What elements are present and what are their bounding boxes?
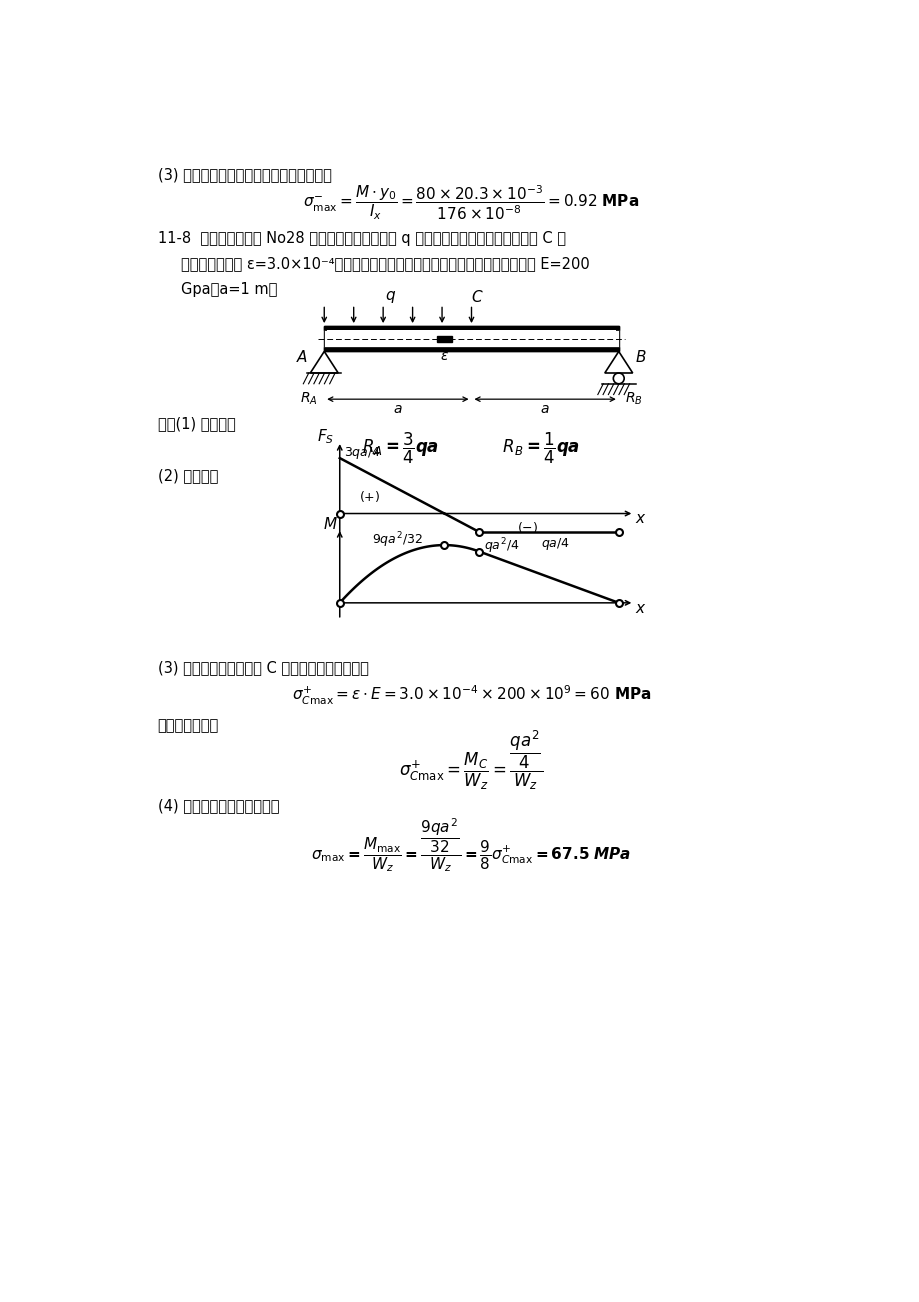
Text: $a$: $a$ — [392, 402, 403, 417]
Text: $(-)$: $(-)$ — [516, 519, 538, 535]
Text: $\sigma^{-}_{\mathrm{max}} = \dfrac{M \cdot y_0}{I_x} = \dfrac{80\times20.3\time: $\sigma^{-}_{\mathrm{max}} = \dfrac{M \c… — [303, 184, 639, 221]
Text: $M$: $M$ — [323, 516, 337, 531]
Bar — [323, 348, 618, 352]
Text: $3qa/4$: $3qa/4$ — [344, 445, 381, 461]
Text: $x$: $x$ — [634, 600, 645, 616]
Text: $\sigma^{+}_{C\mathrm{max}} = \dfrac{M_C}{W_z} = \dfrac{\dfrac{qa^2}{4}}{W_z}$: $\sigma^{+}_{C\mathrm{max}} = \dfrac{M_C… — [399, 728, 543, 792]
Text: (2) 画内力图: (2) 画内力图 — [157, 469, 218, 483]
Text: (3) 由胡克定律求得截面 C 下边缘点的拉应力为：: (3) 由胡克定律求得截面 C 下边缘点的拉应力为： — [157, 660, 369, 674]
Text: $qa/4$: $qa/4$ — [541, 536, 570, 552]
Text: $\boldsymbol{R_A = \dfrac{3}{4}qa}$$\qquad\qquad$$\boldsymbol{R_B = \dfrac{1}{4}: $\boldsymbol{R_A = \dfrac{3}{4}qa}$$\qqu… — [362, 431, 580, 466]
Text: $a$: $a$ — [539, 402, 550, 417]
Text: $qa^2/4$: $qa^2/4$ — [483, 536, 519, 556]
Text: Gpa，a=1 m。: Gpa，a=1 m。 — [181, 283, 277, 297]
Text: (3) 最大弯曲压应力（发生在上边缘点处）: (3) 最大弯曲压应力（发生在上边缘点处） — [157, 167, 331, 182]
Bar — [437, 336, 451, 342]
Bar — [327, 341, 615, 348]
Text: (4) 梁内的最大弯曲正应力：: (4) 梁内的最大弯曲正应力： — [157, 798, 278, 814]
Text: 边的纵向正应变 ε=3.0×10⁻⁴，试计算梁内的最大弯曲正应力，已知锂的弹性模量 E=200: 边的纵向正应变 ε=3.0×10⁻⁴，试计算梁内的最大弯曲正应力，已知锂的弹性模… — [181, 256, 589, 272]
Text: A: A — [297, 350, 307, 365]
Text: $F_S$: $F_S$ — [317, 427, 334, 445]
Text: $9qa^2/32$: $9qa^2/32$ — [371, 530, 422, 549]
Text: 11-8  图示简支梁，由 No28 工字锂制成，在集度为 q 的均布载荷作用下，测得横截面 C 底: 11-8 图示简支梁，由 No28 工字锂制成，在集度为 q 的均布载荷作用下，… — [157, 232, 565, 246]
Bar — [323, 326, 618, 352]
Bar — [327, 331, 615, 337]
Bar — [323, 326, 618, 331]
Text: B: B — [635, 350, 646, 365]
Text: $\boldsymbol{\sigma_{\mathrm{max}} = \dfrac{M_{\mathrm{max}}}{W_z} = \dfrac{\dfr: $\boldsymbol{\sigma_{\mathrm{max}} = \df… — [311, 815, 631, 874]
Bar — [323, 331, 618, 348]
Text: $(+)$: $(+)$ — [358, 490, 380, 504]
Text: $C$: $C$ — [471, 289, 483, 305]
Text: $R_B$: $R_B$ — [624, 391, 642, 408]
Text: $q$: $q$ — [384, 289, 396, 305]
Text: $x$: $x$ — [634, 512, 645, 526]
Text: 解：(1) 求支反力: 解：(1) 求支反力 — [157, 415, 235, 431]
Text: $\varepsilon$: $\varepsilon$ — [439, 349, 448, 363]
Text: $R_A$: $R_A$ — [301, 391, 318, 408]
Text: 也可以表达为：: 也可以表达为： — [157, 719, 219, 733]
Text: $\sigma^{+}_{C\mathrm{max}} = \varepsilon \cdot E = 3.0\times10^{-4}\times200\ti: $\sigma^{+}_{C\mathrm{max}} = \varepsilo… — [291, 684, 651, 707]
